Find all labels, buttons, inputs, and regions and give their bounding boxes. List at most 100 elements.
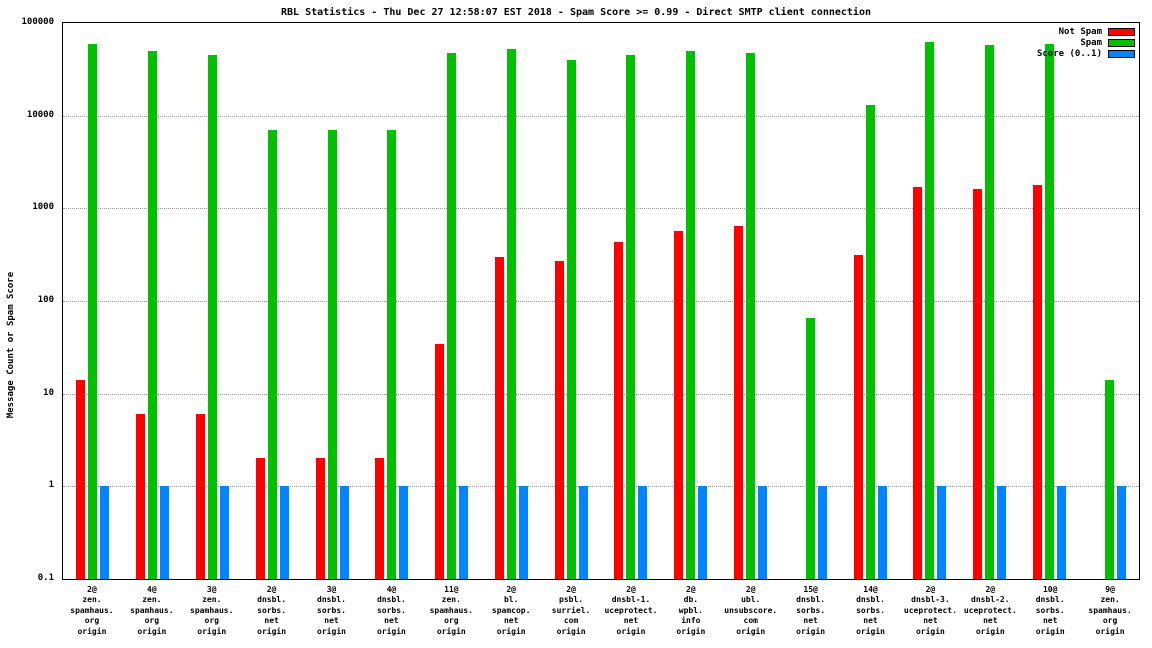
bar-spam [148,50,158,579]
bar-not-spam [494,256,504,579]
bar-spam [267,130,277,579]
bar-group [183,23,243,579]
bar-not-spam [76,380,86,579]
bar-spam [865,105,875,579]
y-tick-label: 100000 [21,17,54,27]
bar-not-spam [195,414,205,579]
x-category-label: 2@ zen. spamhaus. org origin [70,585,114,636]
bar-not-spam [674,230,684,579]
bar-not-spam [255,458,265,579]
x-category-label: 2@ psbl. surriel. com origin [551,585,591,636]
bar-spam [1104,380,1114,579]
bar-spam [985,44,995,579]
x-category-label: 9@ zen. spamhaus. org origin [1088,585,1132,636]
bar-spam [686,50,696,579]
bar-group [721,23,781,579]
x-category-label: 2@ bl. spamcop. net origin [491,585,531,636]
y-tick-label: 10000 [26,109,54,120]
legend-swatch-not-spam [1108,28,1135,36]
bar-not-spam [315,458,325,579]
plot-area: Not Spam Spam Score (0..1) [62,22,1140,580]
bar-score [219,486,229,579]
bar-spam [327,130,337,579]
bar-not-spam [435,344,445,579]
legend-entry: Spam [1037,38,1135,48]
legend-label: Not Spam [1058,27,1102,37]
bar-score [698,486,708,579]
y-gridline [63,393,1139,395]
bar-group [302,23,362,579]
bar-score [339,486,349,579]
bars-container [63,23,1139,579]
y-tick-label: 100 [37,295,54,305]
bar-group [601,23,661,579]
y-tick-label: 10 [43,387,54,398]
bar-spam [387,130,397,579]
bar-spam [745,52,755,579]
x-category-label: 2@ dnsbl-3. uceprotect. net origin [903,585,957,636]
y-gridline [63,115,1139,117]
legend-label: Score (0..1) [1036,49,1102,59]
bar-score [160,486,170,579]
x-category-label: 4@ zen. spamhaus. org origin [130,585,174,636]
bar-group [780,23,840,579]
legend-entry: Not Spam [1037,27,1135,37]
bar-group [541,23,601,579]
legend-label: Spam [1080,38,1102,48]
legend-swatch-score [1108,50,1135,58]
bar-not-spam [853,255,863,579]
bar-score [518,486,528,579]
bar-score [937,486,947,579]
bar-group [362,23,422,579]
x-category-label: 15@ dnsbl. sorbs. net origin [796,585,826,636]
bar-not-spam [973,189,983,579]
bar-score [757,486,767,579]
bar-score [817,486,827,579]
x-category-label: 3@ zen. spamhaus. org origin [190,585,234,636]
y-gridline [63,486,1139,488]
x-category-label: 14@ dnsbl. sorbs. net origin [856,585,885,636]
bar-spam [925,42,935,579]
legend-swatch-spam [1108,39,1135,47]
chart-title: RBL Statistics - Thu Dec 27 12:58:07 EST… [280,7,871,18]
x-category-label: 10@ dnsbl. sorbs. net origin [1035,585,1065,636]
x-category-label: 11@ zen. spamhaus. org origin [429,585,473,636]
bar-score [1056,486,1066,579]
bar-group [1079,23,1139,579]
x-category-label: 2@ dnsbl. sorbs. net origin [257,585,287,636]
bar-score [578,486,588,579]
bar-score [459,486,469,579]
y-gridline [63,301,1139,302]
legend: Not Spam Spam Score (0..1) [1037,27,1135,59]
bar-spam [1044,43,1054,579]
x-category-label: 2@ dnsbl-2. uceprotect. net origin [963,585,1017,636]
bar-not-spam [554,261,564,579]
y-tick-label: 1 [48,480,54,491]
x-axis-labels: 2@ zen. spamhaus. org origin 4@ zen. spam… [62,585,1140,637]
bar-not-spam [1032,184,1042,579]
bar-not-spam [375,458,385,579]
bar-score [279,486,289,579]
x-category-label: 2@ ubl. unsubscore. com origin [724,585,778,636]
x-category-label: 3@ dnsbl. sorbs. net origin [317,585,346,636]
bar-not-spam [733,225,743,579]
legend-entry: Score (0..1) [1037,49,1135,59]
bar-score [1116,486,1126,579]
bar-group [242,23,302,579]
bar-spam [626,55,636,579]
bar-group [422,23,482,579]
bar-not-spam [136,414,146,579]
bar-group [481,23,541,579]
x-category-label: 2@ db. wpbl. info origin [676,585,706,636]
bar-group [960,23,1020,579]
bar-score [399,486,409,579]
bar-not-spam [913,186,923,579]
y-tick-label: 0.1 [37,573,54,583]
bar-spam [447,52,457,579]
bar-not-spam [614,242,624,579]
bar-group [661,23,721,579]
y-axis-ticks: 100000 10000 1000 100 10 1 0.1 [0,17,58,583]
y-tick-label: 1000 [32,202,54,213]
bar-score [100,486,110,579]
bar-spam [566,59,576,579]
